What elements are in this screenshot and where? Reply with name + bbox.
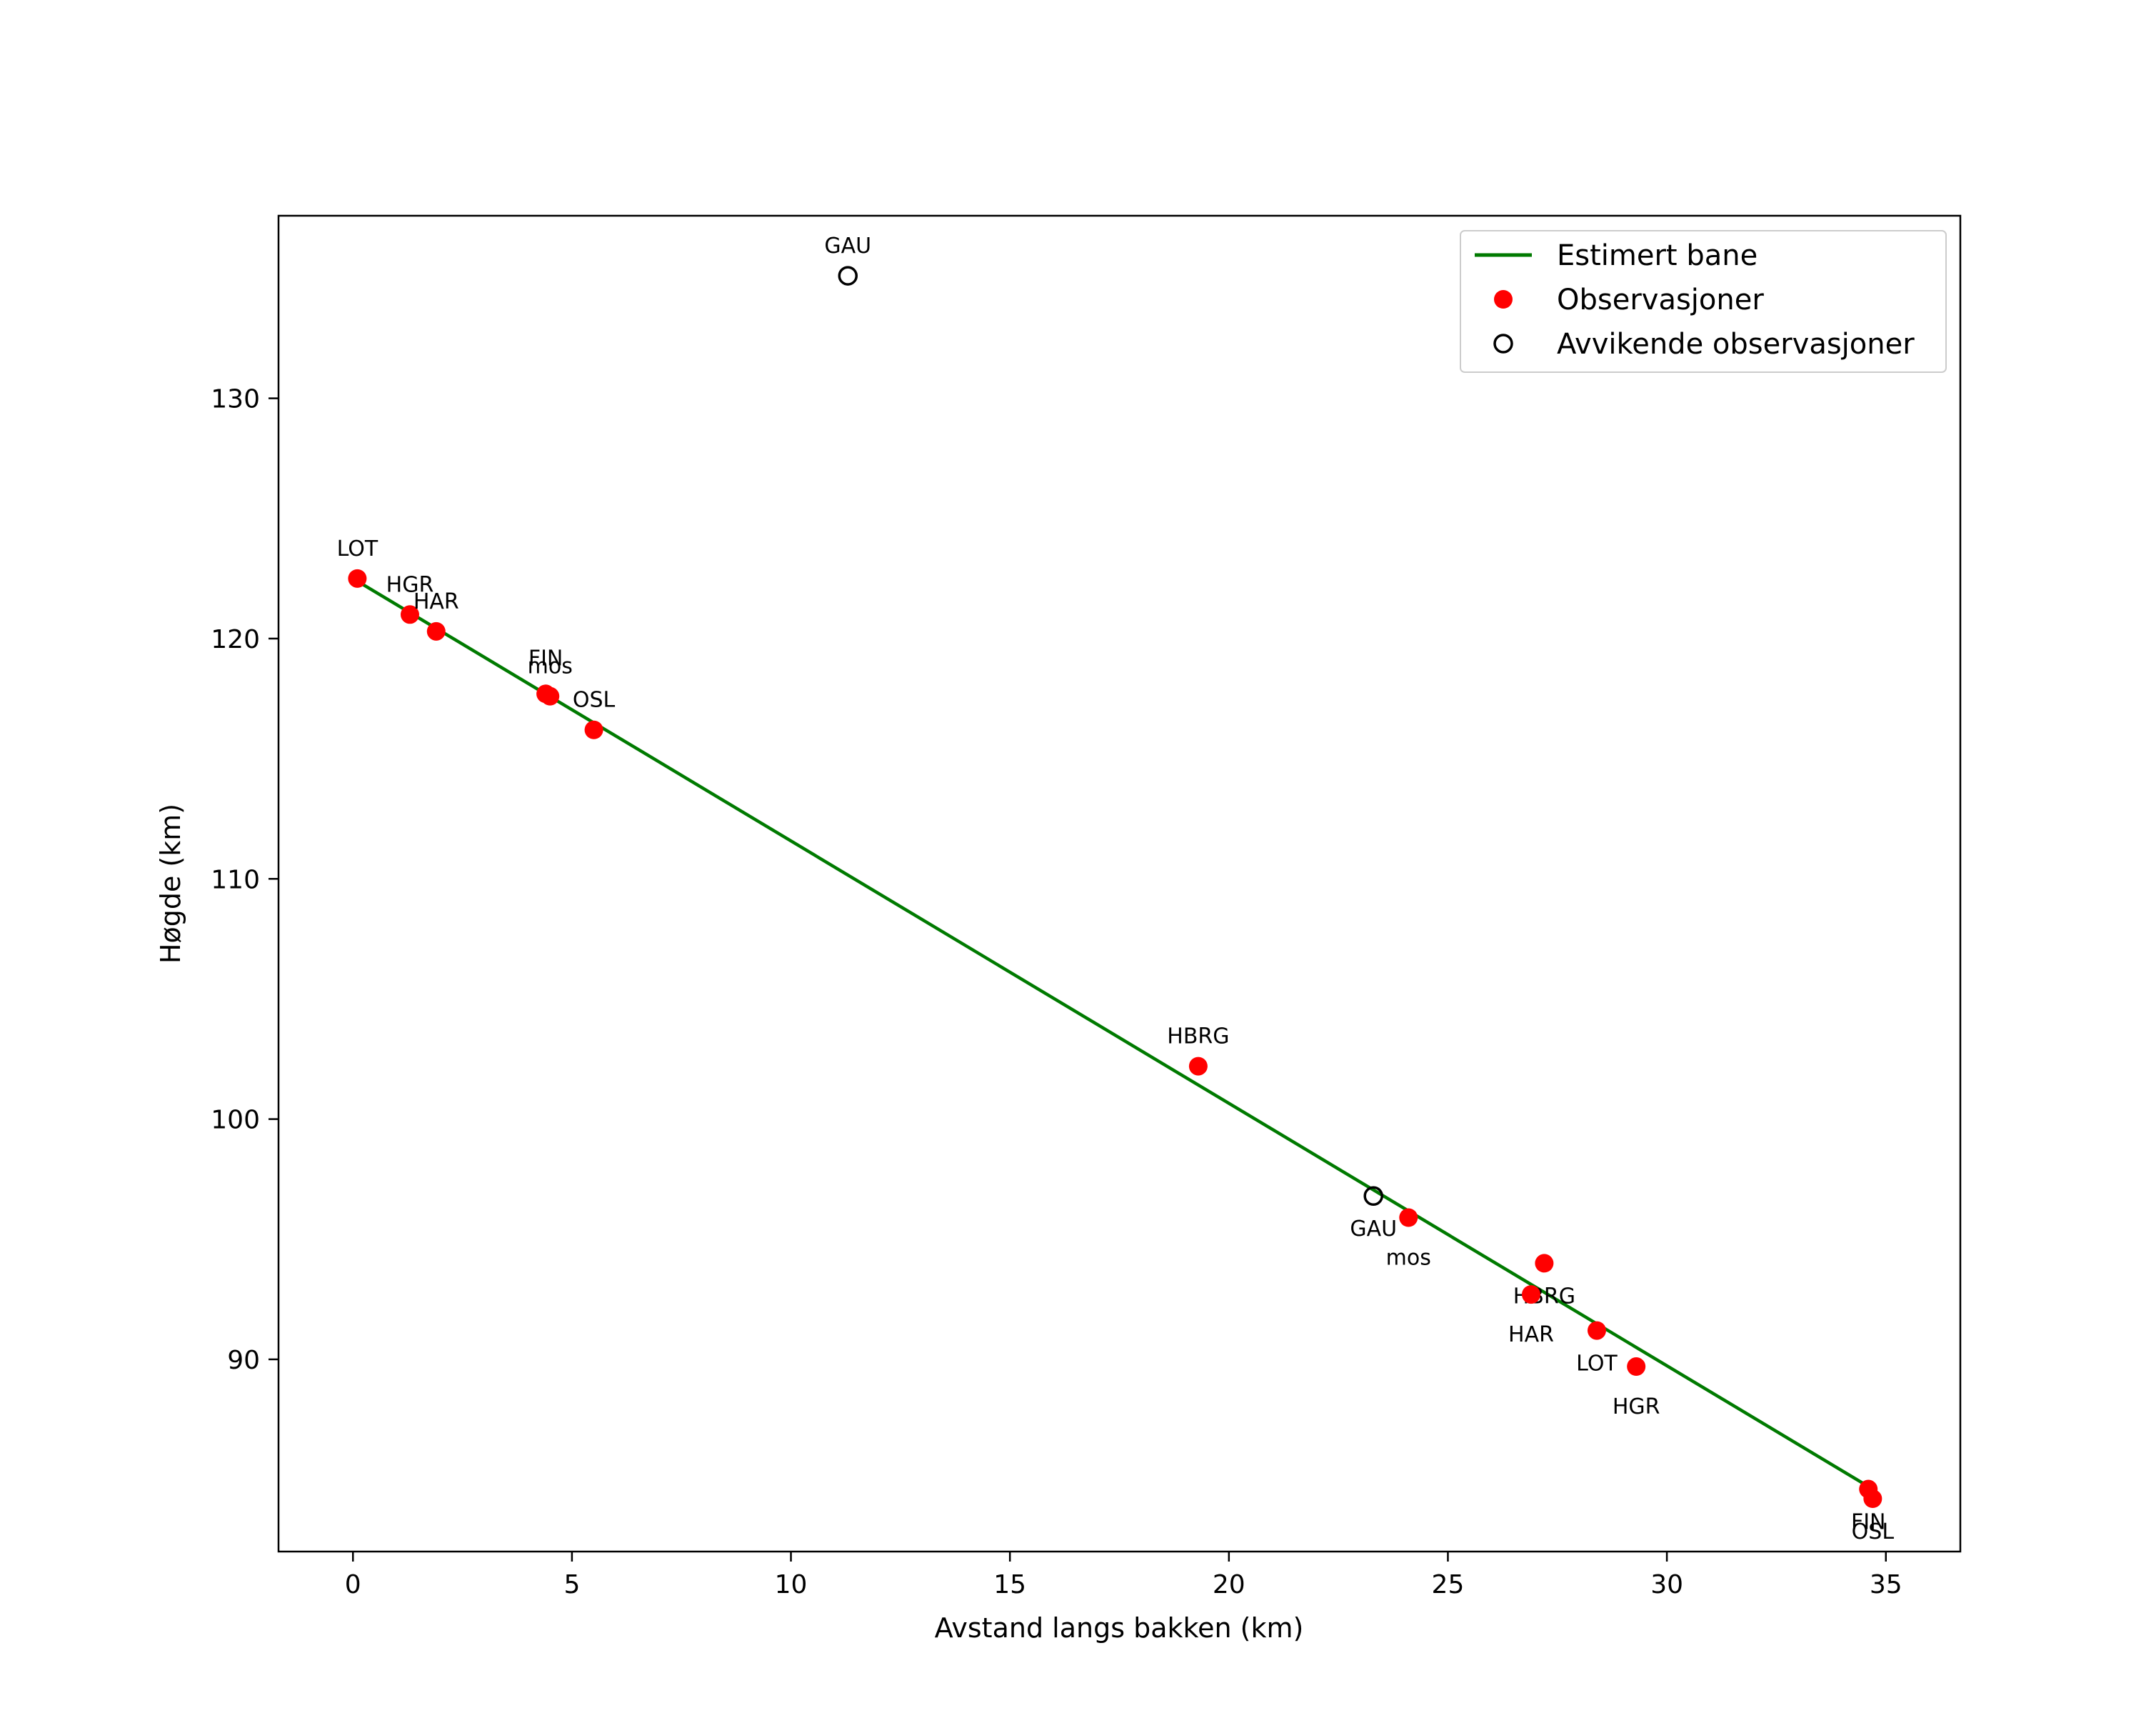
observation-point (1627, 1357, 1646, 1377)
y-tick-label: 100 (211, 1106, 260, 1135)
outlier-label: GAU (1350, 1217, 1397, 1242)
observation-label: LOT (1576, 1352, 1618, 1377)
observation-label: HAR (413, 589, 459, 614)
observation-point (1535, 1254, 1554, 1273)
observation-point (1188, 1057, 1208, 1076)
legend: Estimert bane Observasjoner Avvikende ob… (1460, 230, 1947, 373)
observation-point (1399, 1208, 1418, 1227)
legend-observation-marker (1494, 290, 1513, 309)
outlier-label: GAU (824, 234, 871, 259)
observation-point (1587, 1321, 1606, 1340)
observation-label: mos (1386, 1246, 1431, 1271)
observation-label: OSL (1852, 1519, 1895, 1544)
observation-label: HBRG (1167, 1024, 1229, 1049)
plot-frame (277, 214, 1962, 1553)
x-tick-label: 5 (563, 1570, 580, 1599)
x-tick-label: 15 (993, 1570, 1026, 1599)
x-tick-label: 20 (1213, 1570, 1245, 1599)
x-tick-label: 10 (775, 1570, 808, 1599)
legend-outlier-marker (1493, 334, 1513, 354)
outlier-point (1363, 1186, 1383, 1206)
y-tick-label: 120 (211, 625, 260, 654)
observation-label: FIN (528, 646, 563, 671)
observation-label: mos (528, 654, 573, 679)
observation-label: OSL (573, 688, 616, 713)
y-tick-label: 130 (211, 385, 260, 414)
observation-point (541, 686, 560, 706)
observation-label: HGR (1613, 1394, 1660, 1419)
outlier-point (838, 266, 858, 286)
x-axis-title: Avstand langs bakken (km) (935, 1612, 1304, 1644)
observation-label: FIN (1851, 1510, 1886, 1535)
legend-label-outliers: Avvikende observasjoner (1557, 328, 1915, 361)
legend-frame (1460, 230, 1947, 373)
x-tick-label: 0 (345, 1570, 361, 1599)
observation-point (426, 621, 446, 641)
x-tick-label: 35 (1870, 1570, 1902, 1599)
observation-point (348, 569, 367, 588)
x-tick-label: 25 (1432, 1570, 1465, 1599)
observation-label: HGR (386, 572, 434, 597)
legend-label-line: Estimert bane (1557, 239, 1758, 272)
trajectory-line (352, 576, 1874, 1491)
observation-point (1521, 1285, 1540, 1304)
observation-point (1863, 1489, 1882, 1509)
y-axis-title: Høgde (km) (155, 804, 186, 964)
legend-label-observations: Observasjoner (1557, 284, 1764, 316)
y-tick-label: 110 (211, 865, 260, 894)
x-tick-label: 30 (1650, 1570, 1683, 1599)
observation-point (400, 605, 419, 624)
observation-label: HAR (1508, 1322, 1554, 1347)
observation-label: LOT (337, 536, 378, 561)
y-tick-label: 90 (227, 1346, 260, 1375)
observation-point (584, 720, 603, 739)
